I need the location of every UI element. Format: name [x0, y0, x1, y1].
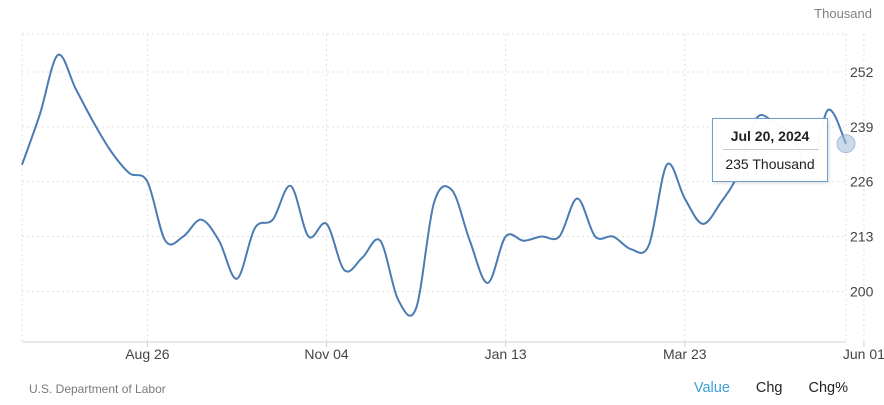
y-tick-label: 213	[850, 229, 874, 245]
y-tick-label: 252	[850, 64, 874, 80]
tab-chg-percent[interactable]: Chg%	[808, 380, 849, 396]
hover-marker	[836, 134, 856, 154]
unit-label: Thousand	[814, 6, 872, 21]
x-axis: Aug 26 Nov 04 Jan 13 Mar 23 Jun 01	[125, 342, 884, 362]
tab-chg[interactable]: Chg	[755, 380, 783, 396]
x-tick-label: Mar 23	[663, 346, 707, 362]
y-tick-label: 239	[850, 119, 874, 135]
y-axis: 200 213 226 239 252	[850, 64, 874, 299]
tooltip: Jul 20, 2024 235 Thousand	[712, 118, 828, 182]
x-tick-label: Aug 26	[125, 346, 170, 362]
x-tick-label: Nov 04	[304, 346, 349, 362]
tab-value[interactable]: Value	[693, 380, 730, 396]
y-tick-label: 200	[850, 283, 874, 299]
y-tick-label: 226	[850, 174, 874, 190]
tooltip-divider	[723, 149, 819, 150]
grid	[21, 33, 865, 343]
view-tabs: Value Chg Chg%	[694, 380, 848, 396]
tooltip-date: Jul 20, 2024	[730, 128, 810, 144]
x-tick-label: Jan 13	[485, 346, 527, 362]
series-line	[21, 53, 847, 317]
source-label: U.S. Department of Labor	[29, 382, 166, 396]
x-tick-label: Jun 01	[843, 346, 884, 362]
tooltip-value: 235 Thousand	[725, 156, 815, 172]
